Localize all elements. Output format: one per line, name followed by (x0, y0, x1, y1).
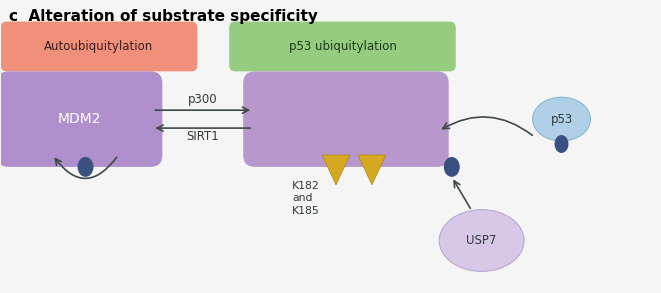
Ellipse shape (555, 135, 568, 153)
FancyBboxPatch shape (229, 22, 455, 71)
FancyArrowPatch shape (56, 157, 117, 178)
Polygon shape (322, 155, 350, 185)
Text: Autoubiquitylation: Autoubiquitylation (44, 40, 153, 53)
Text: p300: p300 (188, 93, 217, 106)
Text: MDM2: MDM2 (58, 112, 101, 126)
FancyBboxPatch shape (0, 71, 163, 167)
FancyBboxPatch shape (243, 71, 449, 167)
Ellipse shape (77, 157, 93, 177)
Ellipse shape (440, 210, 524, 271)
FancyBboxPatch shape (1, 22, 197, 71)
Text: USP7: USP7 (467, 234, 497, 247)
Ellipse shape (533, 97, 590, 141)
Text: p53 ubiquitylation: p53 ubiquitylation (289, 40, 397, 53)
Polygon shape (358, 155, 386, 185)
Ellipse shape (444, 157, 460, 177)
Text: c  Alteration of substrate specificity: c Alteration of substrate specificity (9, 9, 317, 24)
Text: K182
and
K185: K182 and K185 (292, 181, 320, 216)
Text: SIRT1: SIRT1 (186, 130, 219, 143)
Text: p53: p53 (551, 113, 572, 126)
